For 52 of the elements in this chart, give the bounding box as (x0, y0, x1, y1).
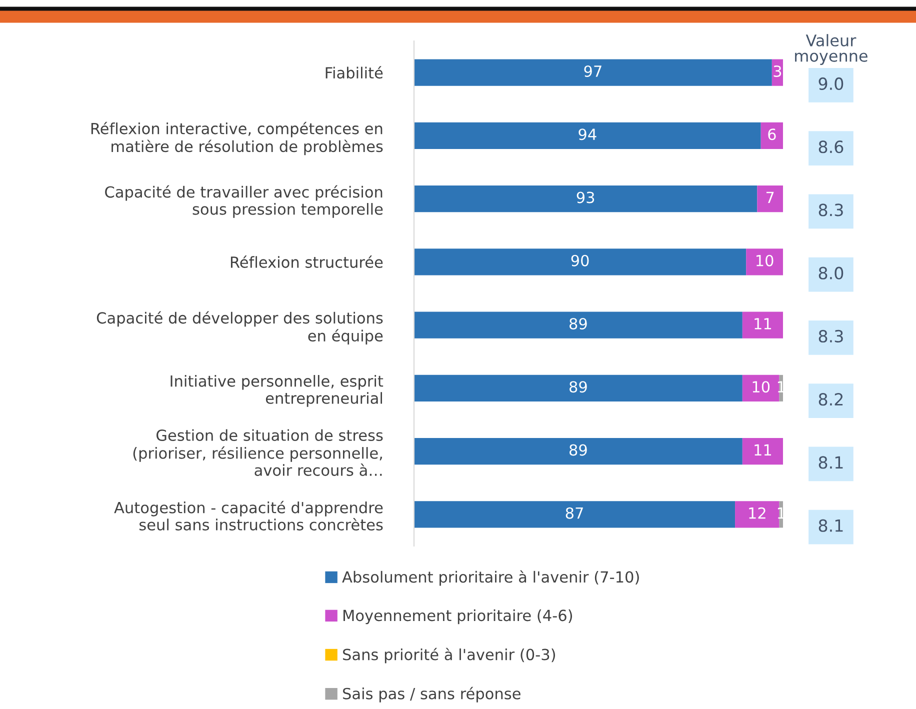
text: 9.0 (818, 77, 844, 90)
data-label: 93 (576, 192, 594, 204)
data-label: 89 (570, 444, 587, 456)
data-label: 3 (774, 65, 782, 77)
data-label: 94 (578, 128, 596, 140)
text: 8.3 (818, 330, 843, 343)
bar (414, 501, 736, 528)
bar (742, 312, 783, 338)
text: 8.6 (818, 140, 844, 154)
data-label: 6 (768, 128, 776, 140)
data-label: 11 (754, 318, 772, 330)
text: 8.2 (818, 393, 843, 406)
data-label: 89 (570, 381, 587, 393)
data-label: 12 (749, 507, 766, 519)
y-tick-label: Réflexion interactive, compétences en matière de résolution de problèmes (91, 122, 383, 156)
bar (742, 374, 780, 402)
bar (414, 312, 742, 338)
data-label: 90 (571, 254, 589, 266)
legend-label: Sais pas / sans réponse (343, 686, 520, 702)
data-label: 7 (766, 192, 774, 204)
bar (746, 248, 783, 276)
bar (414, 186, 758, 212)
text: Valeur moyenne (795, 34, 868, 65)
data-label: 10 (756, 254, 774, 266)
legend-label: Moyennement prioritaire (4-6) (343, 609, 572, 624)
bar (414, 248, 746, 276)
bar (742, 438, 783, 465)
text: 8.0 (818, 266, 844, 280)
y-tick-label: Capacité de travailler avec précision sous pression temporelle (105, 185, 383, 218)
text: 8.3 (818, 204, 843, 216)
data-label: 89 (570, 318, 587, 330)
data-label: 87 (566, 507, 583, 519)
data-label: 10 (752, 381, 770, 393)
y-tick-label: Initiative personnelle, esprit entrepreneurial (170, 374, 384, 407)
bar (414, 374, 742, 402)
text: 8.1 (818, 519, 843, 532)
bar (760, 122, 783, 149)
y-tick-label: Gestion de situation de stress (prioriser, résilience personnelle, avoir recours à… (133, 429, 383, 476)
data-label: 97 (584, 65, 602, 77)
y-tick-label: Fiabilité (326, 66, 383, 79)
text: 8.1 (818, 456, 843, 469)
legend-label: Absolument prioritaire à l'avenir (7-10) (342, 570, 639, 586)
bar (414, 122, 761, 149)
bar (735, 501, 780, 528)
y-tick-label: Capacité de développer des solutions en équipe (96, 311, 383, 344)
bar (757, 186, 783, 212)
bar (414, 59, 772, 86)
legend-label: Sans priorité à l'avenir (0-3) (343, 648, 555, 664)
data-label: 11 (754, 444, 772, 456)
bar (414, 438, 742, 465)
y-tick-label: Autogestion - capacité d'apprendre seul sans instructions concrètes (114, 500, 383, 530)
y-tick-label: Réflexion structurée (230, 256, 383, 268)
